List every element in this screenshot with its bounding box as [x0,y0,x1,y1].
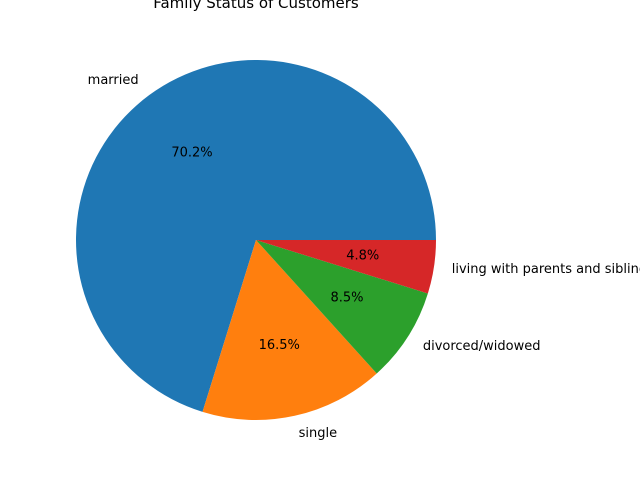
pie-category-label-3: living with parents and siblings [452,262,640,277]
pie-labels: 70.2% married 16.5% single 8.5% divorced/wido… [88,73,640,441]
pie-slice-0 [76,60,436,412]
pie-category-label-0: married [88,73,139,88]
pie-category-label-1: single [299,426,338,441]
pie-category-label-2: divorced/widowed [423,339,541,354]
pie-slice-1 [202,240,377,420]
pie-slices [76,60,436,420]
pie-percent-label-1: 16.5% [259,338,300,353]
pie-slice-2 [256,240,428,374]
chart-title: Family Status of Customers [153,0,359,12]
pie-percent-label-3: 4.8% [346,249,379,264]
pie-slice-3 [256,240,436,294]
pie-percent-label-0: 70.2% [171,146,212,161]
pie-percent-label-2: 8.5% [330,291,363,306]
